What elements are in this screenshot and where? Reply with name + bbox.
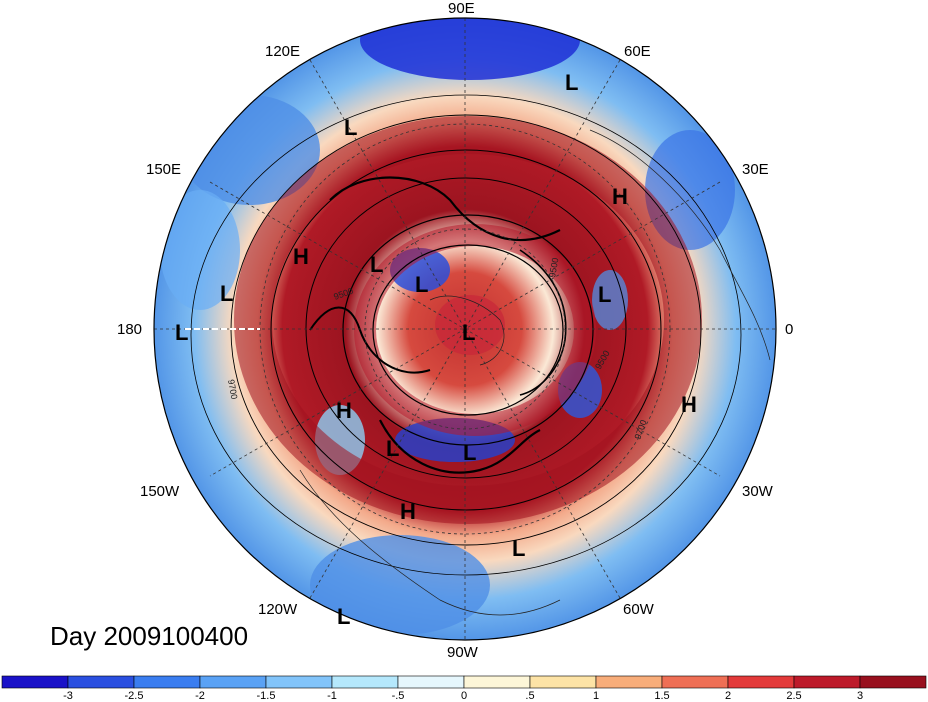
colorbar-swatch xyxy=(133,675,201,689)
colorbar-swatch xyxy=(463,675,531,689)
lon-label-30e: 30E xyxy=(742,161,769,178)
low-center: L xyxy=(344,115,357,140)
colorbar-tick-label: 1.5 xyxy=(654,690,669,702)
colorbar-tick-label: 3 xyxy=(857,690,863,702)
map-boundary xyxy=(153,17,777,641)
colorbar-tick-label: -3 xyxy=(63,690,73,702)
low-center: L xyxy=(175,320,188,345)
colorbar-swatch xyxy=(1,675,69,689)
contour-label: 9500 xyxy=(547,257,560,278)
low-center: L xyxy=(598,282,611,307)
colorbar-swatch xyxy=(67,675,135,689)
colorbar: -3 -2.5 -2 -1.5 -1 -.5 0 .5 1 1.5 2 2.5 3 xyxy=(1,675,927,702)
coastlines xyxy=(299,129,771,616)
lon-label-90e: 90E xyxy=(448,0,475,17)
lon-label-0: 0 xyxy=(785,321,793,338)
lon-label-180: 180 xyxy=(117,321,142,338)
lon-label-30w: 30W xyxy=(742,483,774,500)
colorbar-swatch xyxy=(397,675,465,689)
high-center: H xyxy=(400,499,416,524)
lon-label-150w: 150W xyxy=(140,483,180,500)
low-center: L xyxy=(386,436,399,461)
lon-label-150e: 150E xyxy=(146,161,181,178)
colorbar-tick-label: 2 xyxy=(725,690,731,702)
colorbar-tick-label: -.5 xyxy=(392,690,405,702)
high-center: H xyxy=(612,184,628,209)
low-center: L xyxy=(337,604,350,629)
colorbar-tick-label: -1.5 xyxy=(257,690,276,702)
colorbar-swatch xyxy=(199,675,267,689)
high-center: H xyxy=(681,392,697,417)
colorbar-tick-label: -2 xyxy=(195,690,205,702)
date-title: Day 2009100400 xyxy=(50,621,248,651)
colorbar-tick-label: 1 xyxy=(593,690,599,702)
contour-label: 9700 xyxy=(226,379,239,400)
lon-label-60e: 60E xyxy=(624,43,651,60)
lon-label-60w: 60W xyxy=(623,601,655,618)
colorbar-swatch xyxy=(727,675,795,689)
low-center: L xyxy=(462,320,475,345)
colorbar-tick-label: -2.5 xyxy=(125,690,144,702)
high-center: H xyxy=(293,244,309,269)
high-center: H xyxy=(336,398,352,423)
lon-label-90w: 90W xyxy=(447,644,479,661)
colorbar-tick-label: .5 xyxy=(525,690,534,702)
low-center: L xyxy=(512,536,525,561)
colorbar-swatch xyxy=(331,675,399,689)
colorbar-swatch xyxy=(529,675,597,689)
colorbar-tick-label: 2.5 xyxy=(786,690,801,702)
colorbar-tick-label: -1 xyxy=(327,690,337,702)
low-center: L xyxy=(370,252,383,277)
colorbar-swatch xyxy=(265,675,333,689)
colorbar-swatch xyxy=(595,675,663,689)
lon-label-120w: 120W xyxy=(258,601,298,618)
low-center: L xyxy=(220,281,233,306)
colorbar-swatch xyxy=(859,675,927,689)
colorbar-tick-label: 0 xyxy=(461,690,467,702)
low-center: L xyxy=(415,272,428,297)
pressure-centers: L L H H L L L L L L H H L L H L L xyxy=(175,70,697,629)
colorbar-swatch xyxy=(661,675,729,689)
colorbar-swatch xyxy=(793,675,861,689)
longitude-labels: 90E 120E 60E 150E 30E 180 0 150W 30W 120… xyxy=(117,0,793,661)
low-center: L xyxy=(565,70,578,95)
lon-label-120e: 120E xyxy=(265,43,300,60)
low-center: L xyxy=(463,440,476,465)
